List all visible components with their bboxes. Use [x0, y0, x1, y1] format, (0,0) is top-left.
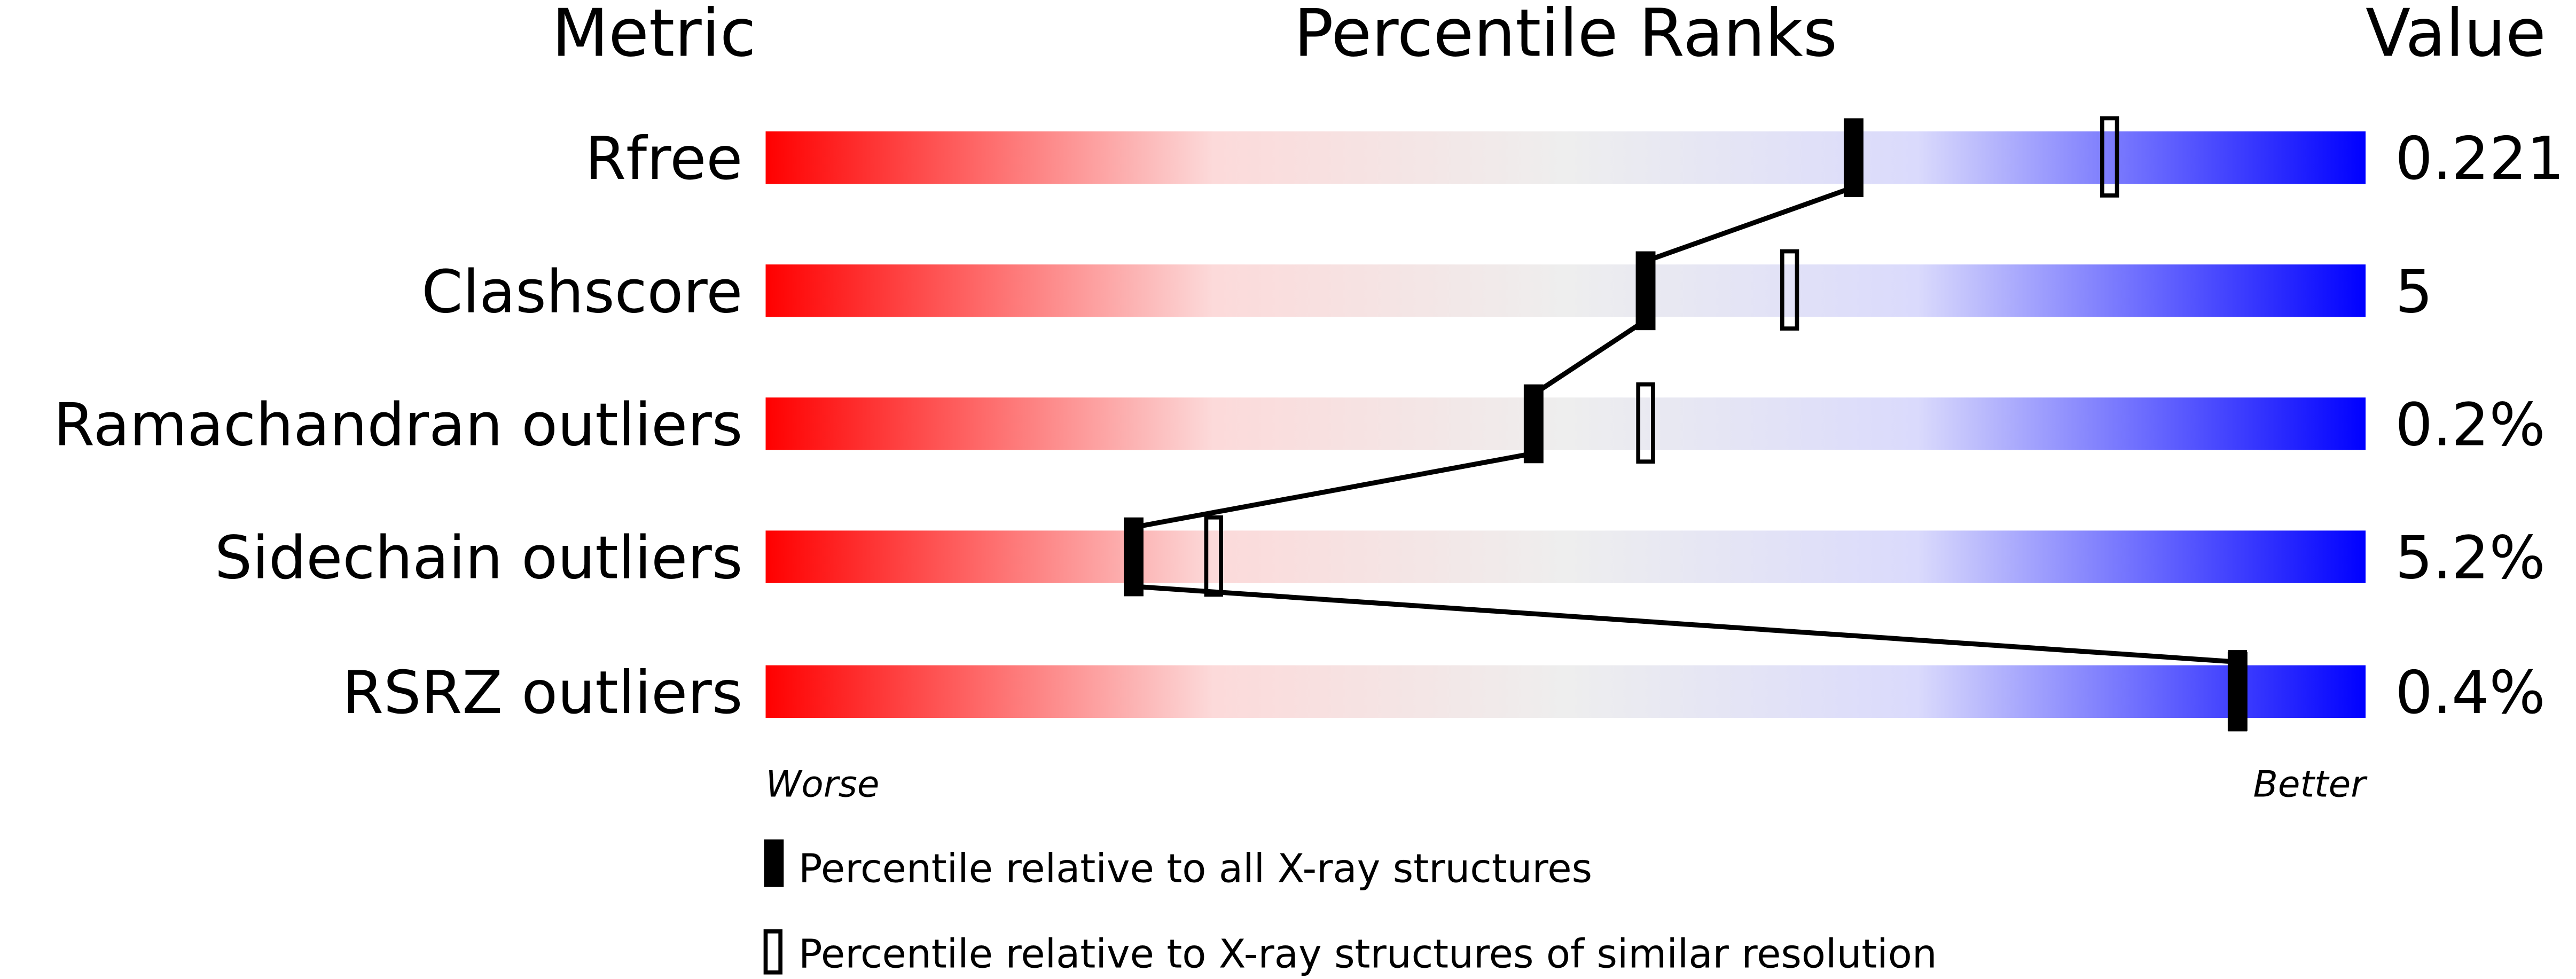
metric-label: Sidechain outliers [215, 524, 743, 593]
marker-all-structures [1523, 384, 1544, 464]
header-percentile-ranks: Percentile Ranks [1294, 0, 1837, 72]
legend-filled-marker [764, 839, 784, 887]
marker-all-structures [1635, 251, 1656, 331]
percentile-bar [765, 530, 2366, 583]
metric-label: Rfree [585, 124, 742, 193]
metric-value: 0.2% [2395, 390, 2545, 459]
better-label: Better [2253, 763, 2368, 805]
marker-similar-resolution [1780, 249, 1799, 331]
connector-line [1645, 185, 1855, 264]
marker-all-structures [2227, 652, 2248, 731]
header-value: Value [2366, 0, 2546, 72]
marker-similar-resolution [1204, 515, 1223, 597]
worse-label: Worse [765, 763, 879, 805]
legend-open-marker [763, 929, 783, 975]
metric-value: 0.221 [2395, 124, 2564, 193]
metric-label: RSRZ outliers [342, 659, 742, 727]
marker-all-structures [1124, 517, 1144, 597]
metric-value: 5 [2395, 257, 2432, 326]
metric-value: 5.2% [2395, 524, 2545, 593]
marker-similar-resolution [2100, 116, 2119, 198]
percentile-bar [765, 665, 2366, 718]
legend-label-similar: Percentile relative to X-ray structures … [798, 931, 1937, 977]
metric-label: Ramachandran outliers [53, 390, 742, 459]
metric-value: 0.4% [2395, 659, 2545, 727]
legend-label-all: Percentile relative to all X-ray structu… [798, 846, 1592, 892]
metric-label: Clashscore [421, 257, 742, 326]
marker-all-structures [1844, 118, 1864, 198]
percentile-bar [765, 131, 2366, 184]
marker-similar-resolution [1636, 382, 1655, 464]
header-metric: Metric [552, 0, 756, 72]
connector-line [1133, 451, 1534, 530]
connector-line [1133, 584, 2238, 665]
percentile-bar [765, 397, 2366, 450]
percentile-bar [765, 264, 2366, 317]
connector-line [1532, 318, 1647, 396]
